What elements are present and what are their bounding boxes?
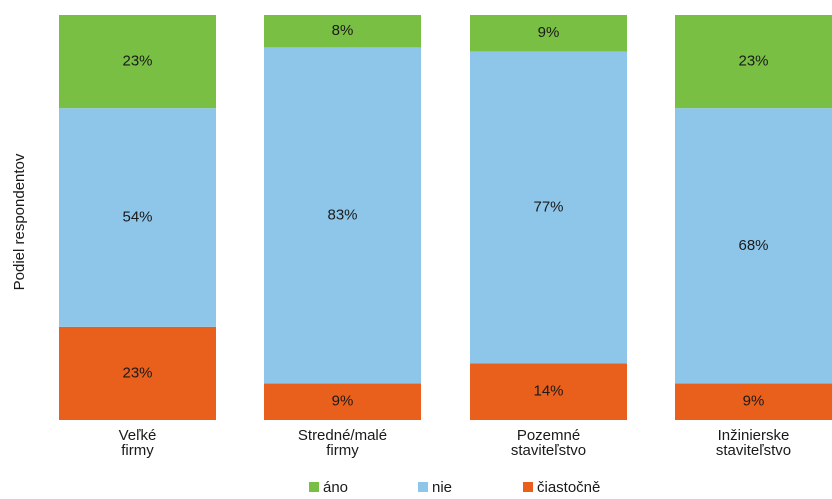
data-label: 68%	[738, 237, 768, 254]
data-label: 23%	[122, 364, 152, 381]
legend-swatch	[523, 482, 533, 492]
legend-label: nie	[432, 479, 452, 496]
legend-item: čiastočně	[523, 479, 600, 496]
data-label: 83%	[327, 206, 357, 223]
data-label: 23%	[738, 53, 768, 70]
bar-segment	[675, 108, 832, 384]
legend-swatch	[418, 482, 428, 492]
bar-segment	[470, 51, 627, 364]
category-label: Veľké firmy	[119, 427, 157, 459]
legend-swatch	[309, 482, 319, 492]
legend: áno nie čiastočně	[309, 479, 600, 496]
data-label: 9%	[332, 393, 354, 410]
bar-segment	[264, 15, 421, 48]
data-label: 9%	[743, 393, 765, 410]
data-label: 23%	[122, 53, 152, 70]
data-label: 54%	[122, 208, 152, 225]
bars-group: 23% 54% 23% 9% 83% 8% 14% 77% 9% 9% 68% 23%	[59, 15, 832, 420]
legend-label: áno	[323, 479, 348, 496]
category-label: Inžinierske staviteľstvo	[716, 427, 791, 459]
bar-segment	[264, 47, 421, 384]
bar-segment	[470, 15, 627, 52]
y-axis-title: Podiel respondentov	[11, 153, 28, 290]
legend-label: čiastočně	[537, 479, 600, 496]
bar-segment	[470, 363, 627, 420]
data-label: 9%	[538, 24, 560, 41]
bar-segment	[675, 383, 832, 420]
bar-segment	[59, 15, 216, 109]
data-label: 14%	[533, 383, 563, 400]
data-label: 77%	[533, 198, 563, 215]
bar-segment	[59, 108, 216, 327]
category-label: Pozemné staviteľstvo	[511, 427, 586, 459]
bar-segment	[264, 383, 421, 420]
category-label: Stredné/malé firmy	[298, 427, 387, 459]
bar-segment	[675, 15, 832, 109]
data-label: 8%	[332, 22, 354, 39]
category-labels: Veľké firmy Stredné/malé firmy Pozemné stavit…	[119, 427, 791, 459]
bar-segment	[59, 326, 216, 420]
legend-item: nie	[418, 479, 452, 496]
legend-item: áno	[309, 479, 348, 496]
